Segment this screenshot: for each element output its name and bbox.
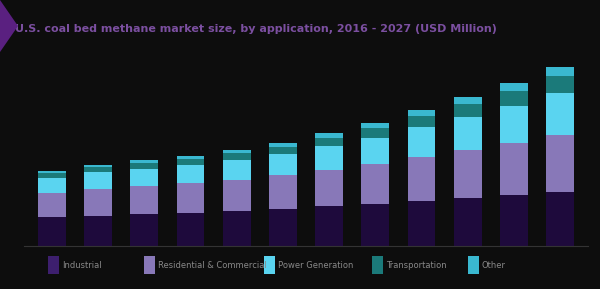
Bar — [315, 133, 343, 138]
Bar — [84, 173, 112, 189]
Bar — [269, 143, 297, 147]
Bar — [408, 127, 436, 158]
Bar — [500, 105, 528, 143]
Bar — [454, 151, 482, 198]
Bar — [176, 155, 204, 159]
Bar — [454, 97, 482, 104]
Bar — [361, 204, 389, 246]
Bar — [84, 167, 112, 173]
Bar — [84, 189, 112, 216]
Bar — [408, 201, 436, 246]
Bar — [547, 67, 574, 76]
Bar — [315, 146, 343, 170]
Bar — [500, 195, 528, 246]
Text: Industrial: Industrial — [62, 261, 101, 270]
Bar — [223, 153, 251, 160]
Bar — [315, 207, 343, 246]
Bar — [269, 209, 297, 246]
Bar — [454, 117, 482, 151]
Bar — [547, 192, 574, 246]
Bar — [408, 110, 436, 116]
Bar — [176, 159, 204, 165]
Bar — [547, 76, 574, 93]
Bar — [130, 214, 158, 246]
Bar — [468, 257, 479, 274]
Bar — [269, 147, 297, 154]
Bar — [130, 169, 158, 186]
Bar — [223, 180, 251, 211]
Text: Power Generation: Power Generation — [278, 261, 353, 270]
Bar — [361, 123, 389, 128]
Bar — [176, 212, 204, 246]
Bar — [223, 150, 251, 153]
Bar — [48, 257, 59, 274]
Bar — [38, 171, 65, 173]
Bar — [38, 178, 65, 193]
Bar — [408, 116, 436, 127]
Bar — [361, 128, 389, 138]
Bar — [500, 90, 528, 105]
Bar — [84, 165, 112, 167]
Bar — [408, 158, 436, 201]
Text: U.S. coal bed methane market size, by application, 2016 - 2027 (USD Million): U.S. coal bed methane market size, by ap… — [15, 24, 497, 34]
Bar — [315, 170, 343, 207]
Polygon shape — [0, 0, 18, 52]
Text: Other: Other — [482, 261, 506, 270]
Text: Residential & Commercial: Residential & Commercial — [158, 261, 266, 270]
Bar — [176, 165, 204, 183]
Bar — [38, 193, 65, 217]
Bar — [38, 217, 65, 246]
Bar — [130, 163, 158, 169]
Bar — [176, 183, 204, 212]
Bar — [315, 138, 343, 146]
Bar — [361, 164, 389, 204]
Bar — [361, 138, 389, 164]
Bar — [547, 93, 574, 136]
Bar — [223, 211, 251, 246]
Bar — [269, 175, 297, 209]
Bar — [547, 136, 574, 192]
Bar — [130, 160, 158, 163]
Bar — [372, 257, 383, 274]
Bar — [454, 104, 482, 117]
Bar — [130, 186, 158, 214]
Bar — [144, 257, 155, 274]
Bar — [223, 160, 251, 180]
Bar — [454, 198, 482, 246]
Bar — [38, 173, 65, 178]
Text: Transportation: Transportation — [386, 261, 446, 270]
Bar — [84, 216, 112, 246]
Bar — [269, 154, 297, 175]
Bar — [264, 257, 275, 274]
Bar — [500, 83, 528, 90]
Bar — [500, 143, 528, 195]
